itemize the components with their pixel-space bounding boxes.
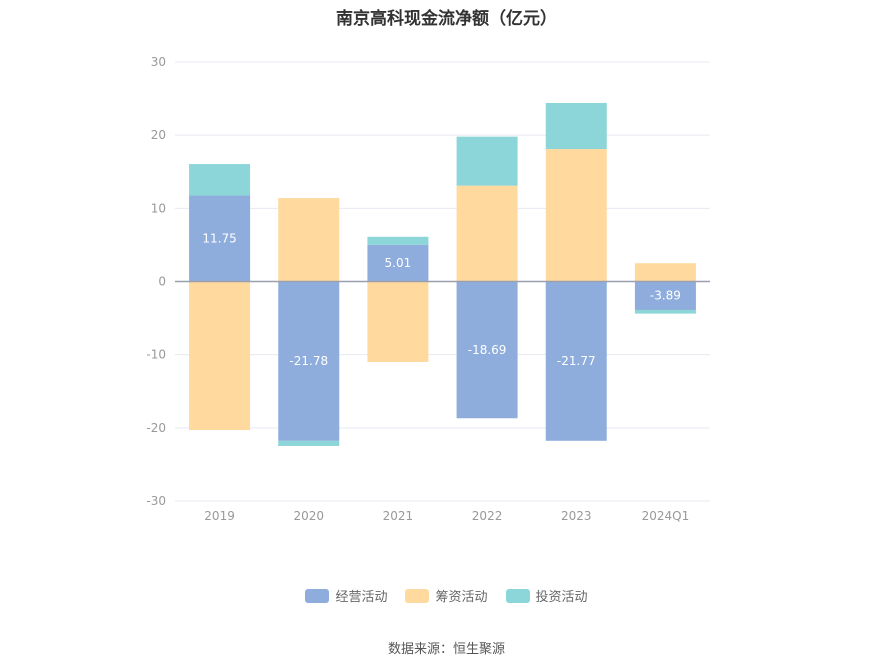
- legend: 经营活动 筹资活动 投资活动: [0, 586, 893, 605]
- source-note: 数据来源：恒生聚源: [387, 642, 505, 657]
- bar-segment: [456, 281, 518, 419]
- data-label: -21.78: [289, 354, 328, 368]
- bar-segment: [634, 281, 696, 310]
- bar-segment: [545, 149, 607, 282]
- x-tick-label: 2023: [561, 509, 592, 523]
- data-label: -18.69: [468, 343, 507, 357]
- data-label: 11.75: [202, 232, 236, 246]
- y-tick-label: -10: [146, 348, 166, 362]
- bar-segment: [456, 185, 518, 282]
- bar-segment: [367, 281, 429, 362]
- legend-swatch: [305, 588, 330, 603]
- x-tick-label: 2021: [383, 509, 414, 523]
- bar-segment: [367, 244, 429, 282]
- legend-item[interactable]: 投资活动: [505, 586, 588, 605]
- bars: [189, 102, 696, 446]
- data-labels: 11.75 -21.78 5.01 -18.69 -21.77 -3.89: [202, 232, 681, 369]
- bar-segment: [278, 198, 340, 282]
- x-tick-label: 2020: [293, 509, 324, 523]
- y-tick-label: 30: [151, 55, 166, 69]
- x-tick-label: 2022: [472, 509, 503, 523]
- bar-segment: [189, 195, 251, 282]
- bar-segment: [278, 281, 340, 441]
- bar-segment: [278, 440, 340, 446]
- legend-label: 投资活动: [535, 590, 588, 605]
- bar-segment: [545, 281, 607, 441]
- bar-segment: [545, 102, 607, 150]
- bar-segment: [634, 263, 696, 282]
- y-tick-label: -30: [146, 494, 166, 508]
- legend-item[interactable]: 筹资活动: [405, 586, 488, 605]
- bar-segment: [367, 236, 429, 245]
- data-label: -21.77: [557, 354, 596, 368]
- bar-segment: [189, 164, 251, 196]
- legend-label: 筹资活动: [435, 590, 488, 605]
- data-label: -3.89: [650, 289, 681, 303]
- bar-segment: [456, 136, 518, 186]
- y-tick-label: 20: [151, 128, 166, 142]
- data-label: 5.01: [385, 256, 412, 270]
- x-tick-label: 2019: [204, 509, 235, 523]
- legend-swatch: [405, 588, 430, 603]
- bar-segment: [634, 309, 696, 314]
- legend-item[interactable]: 经营活动: [305, 586, 387, 605]
- x-tick-label: 2024Q1: [642, 509, 690, 523]
- grid-lines: [175, 61, 710, 502]
- legend-swatch: [505, 588, 530, 603]
- y-tick-label: 0: [158, 275, 166, 289]
- axes: -30 -20 -10 0 10 20 30 2019 2020 2021 2022 2023 2024…: [146, 55, 710, 523]
- legend-label: 经营活动: [335, 590, 388, 605]
- chart-title: 南京高科现金流净额（亿元）: [336, 9, 557, 29]
- y-tick-label: 10: [151, 201, 166, 215]
- bar-segment: [189, 281, 251, 431]
- y-tick-label: -20: [146, 421, 166, 435]
